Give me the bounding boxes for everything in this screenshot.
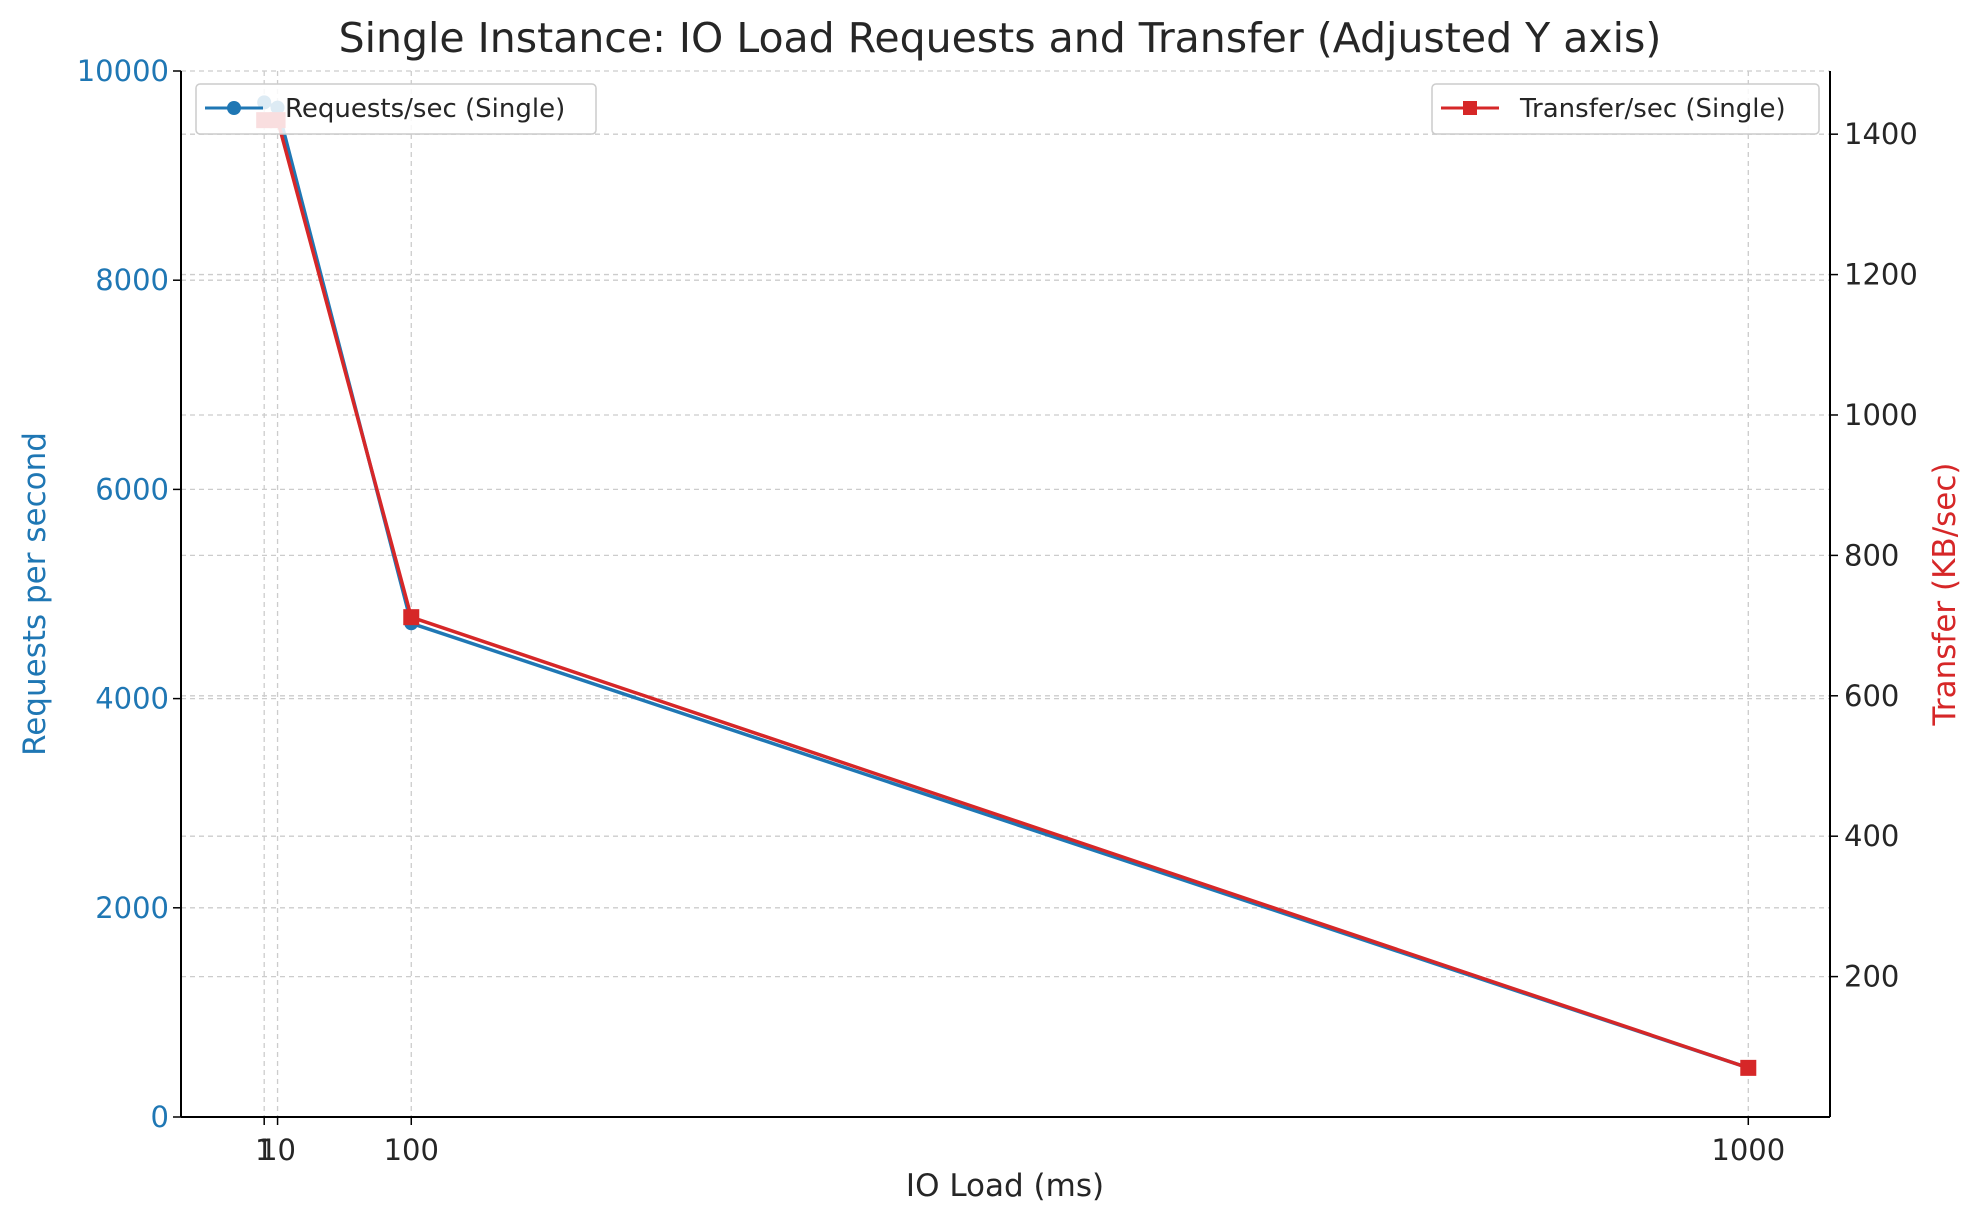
legend-transfer-marker	[1463, 101, 1477, 115]
series-line-transfer	[264, 118, 1749, 1070]
chart-title: Single Instance: IO Load Requests and Tr…	[339, 14, 1662, 62]
x-tick-label: 10	[259, 1133, 296, 1167]
x-axis-label: IO Load (ms)	[906, 1168, 1104, 1204]
y-right-tick-label: 400	[1844, 819, 1899, 853]
y-right-tick-label: 200	[1844, 960, 1899, 994]
series-line-requests	[263, 100, 1749, 1070]
x-tick-label: 100	[384, 1133, 439, 1167]
y-left-tick-label: 4000	[95, 682, 169, 716]
grid-layer	[181, 70, 1830, 1118]
legend-requests-label: Requests/sec (Single)	[285, 94, 565, 124]
legend-requests: Requests/sec (Single)	[195, 83, 597, 135]
y-left-tick-label: 6000	[95, 472, 169, 506]
legend-transfer: Transfer/sec (Single)	[1431, 83, 1820, 135]
legend-requests-box	[195, 83, 597, 135]
axes-layer	[180, 71, 1831, 1118]
y-left-axis-label: Requests per second	[17, 432, 53, 756]
y-right-axis-label: Transfer (KB/sec)	[1927, 462, 1963, 726]
y-right-tick-label: 1200	[1844, 258, 1918, 292]
y-left-tick-label: 2000	[95, 891, 169, 925]
y-right-tick-label: 800	[1844, 538, 1899, 572]
x-tick-label: 1	[255, 1133, 273, 1167]
y-left-tick-label: 10000	[77, 54, 169, 88]
data-point-transfer	[1740, 1059, 1757, 1076]
y-right-tick-label: 600	[1844, 679, 1899, 713]
x-tick-label: 1000	[1711, 1133, 1785, 1167]
y-left-tick-label: 8000	[95, 263, 169, 297]
legend-transfer-box	[1431, 83, 1820, 135]
legend-transfer-label: Transfer/sec (Single)	[1519, 94, 1786, 124]
y-right-tick-label: 1000	[1844, 398, 1918, 432]
y-left-tick-label: 0	[151, 1100, 169, 1134]
data-point-transfer	[403, 609, 420, 626]
legend-requests-marker	[227, 101, 241, 115]
ticks-layer: 110 100 1000020004000600080001000020040060…	[77, 54, 1918, 1167]
y-right-tick-label: 1400	[1844, 117, 1918, 151]
series-layer	[256, 95, 1757, 1076]
